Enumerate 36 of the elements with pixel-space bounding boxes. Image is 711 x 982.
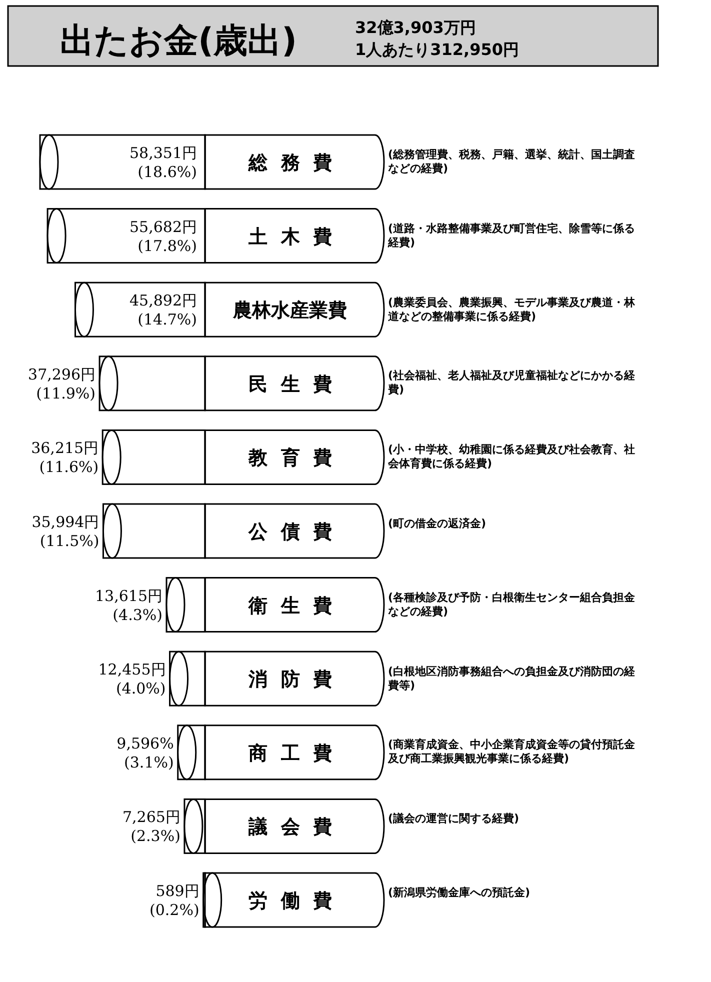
y-tick-label: 総務費 xyxy=(248,152,346,174)
text: 32億3,903万円 xyxy=(355,18,476,37)
data-label: 37,296円 (11.9%) xyxy=(28,365,96,402)
text: (新潟県労働金庫への預託金) xyxy=(388,886,532,900)
data-label: 36,215円 (11.6%) xyxy=(31,439,99,476)
text: (農業委員会、農業振興、モデル事業及び農道・林道などの整備事業に係る経費) xyxy=(388,296,636,324)
data-label: 55,682円 (17.8%) xyxy=(130,218,197,255)
y-tick-label: 農林水産業費 xyxy=(232,300,347,322)
text: (白根地区消防事務組合への負担金及び消防団の経費等) xyxy=(388,664,636,693)
data-label: 7,265円 (2.3%) xyxy=(122,808,180,846)
data-label: 58,351円 (18.6%) xyxy=(130,144,197,181)
data-label: 9,596% (3.1%) xyxy=(116,734,174,772)
text: (商業育成資金、中小企業育成資金等の貸付預託金及び商工業振興観光事業に係る経費) xyxy=(388,738,636,766)
data-label: 589円 (0.2%) xyxy=(144,882,200,919)
data-label: 45,892円 (14.7%) xyxy=(130,292,197,329)
y-tick-label: 商工費 xyxy=(248,742,346,764)
text: (小・中学校、幼稚園に係る経費及び社会教育、社会体育費に係る経費) xyxy=(388,443,636,472)
y-tick-label: 土木費 xyxy=(248,226,346,248)
y-tick-label: 公債費 xyxy=(248,521,346,543)
data-label: 12,455円 (4.0%) xyxy=(98,660,166,698)
text: (各種検診及び予防・白根衛生センター組合負担金などの経費) xyxy=(388,590,636,619)
chart-title: 出たお金(歳出) xyxy=(60,21,298,61)
y-tick-label: 民生費 xyxy=(248,373,346,396)
text: (社会福祉、老人福祉及び児童福祉などにかかる経費) xyxy=(388,369,636,398)
text: (総務管理費、税務、戸籍、選挙、統計、国土調査などの経費) xyxy=(388,148,636,176)
y-tick-label: 消防費 xyxy=(248,668,346,691)
text: 1人あたり312,950円 xyxy=(355,40,520,59)
y-tick-label: 議会費 xyxy=(248,816,346,838)
y-tick-label: 労働費 xyxy=(248,890,346,912)
text: (道路・水路整備事業及び町営住宅、除雪等に係る経費) xyxy=(388,222,636,250)
text: (議会の運営に関する経費) xyxy=(388,812,520,826)
data-label: 13,615円 (4.3%) xyxy=(95,586,162,624)
y-tick-label: 衛生費 xyxy=(248,594,346,617)
data-label: 35,994円 (11.5%) xyxy=(32,513,100,550)
text: (町の借金の返済金) xyxy=(388,517,488,531)
y-tick-label: 教育費 xyxy=(248,447,346,470)
